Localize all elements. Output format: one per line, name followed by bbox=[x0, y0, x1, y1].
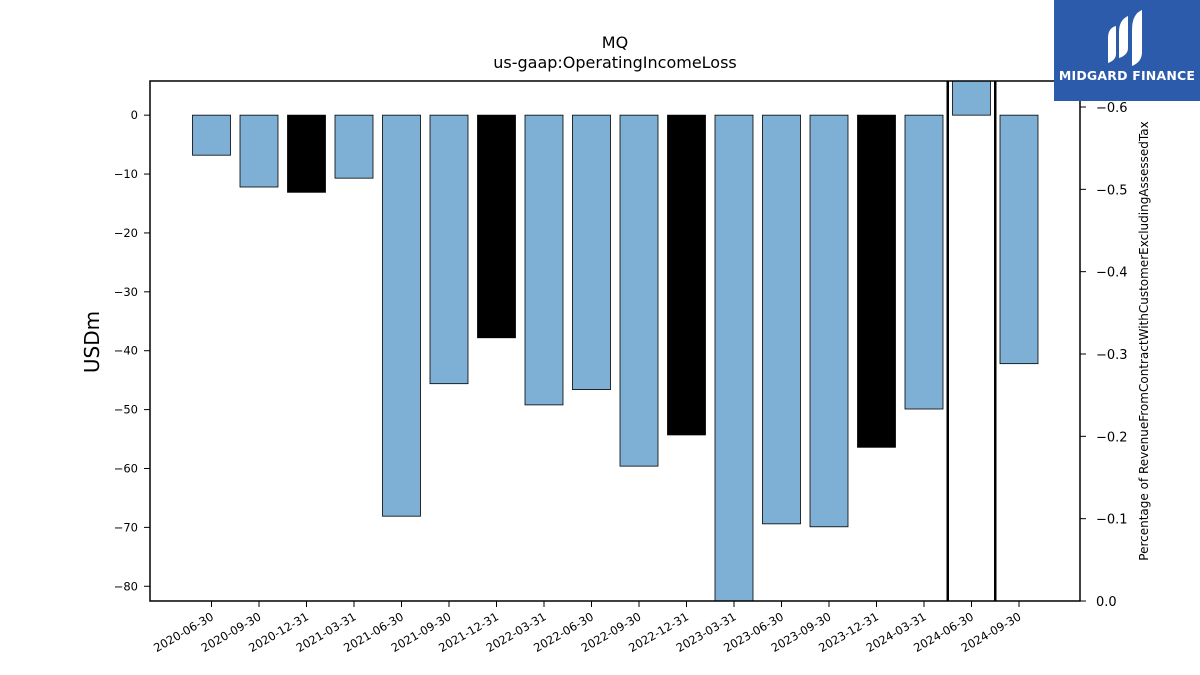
y2-tick-label: −0.5 bbox=[1096, 183, 1128, 198]
bar-2024-03-31 bbox=[904, 114, 944, 410]
y-tick-label: −60 bbox=[114, 461, 138, 475]
y-axis-label: USDm bbox=[80, 311, 104, 373]
bar-2022-09-30 bbox=[619, 114, 659, 467]
midgard-finance-logo: MIDGARD FINANCE bbox=[1054, 0, 1200, 101]
bar-2023-03-31 bbox=[714, 114, 754, 602]
y-tick-label: −30 bbox=[114, 285, 138, 299]
bar-2021-12-31 bbox=[477, 114, 516, 339]
y2-axis-label: Percentage of RevenueFromContractWithCus… bbox=[1137, 121, 1151, 560]
bar-2024-06-30 bbox=[952, 80, 991, 116]
plot-frame bbox=[149, 80, 1081, 602]
y-tick-label: 0 bbox=[131, 108, 138, 122]
bars-group bbox=[192, 80, 1039, 602]
bar-2020-06-30 bbox=[192, 114, 231, 156]
vertical-lines-group bbox=[946, 81, 997, 601]
y-tick-label: −70 bbox=[114, 520, 138, 534]
bar-2020-09-30 bbox=[239, 114, 279, 188]
bar-2023-09-30 bbox=[809, 114, 849, 528]
bar-2023-06-30 bbox=[762, 114, 801, 525]
bar-2021-03-31 bbox=[334, 114, 374, 179]
y-tick-label: −50 bbox=[114, 403, 138, 417]
midgard-logo-icon bbox=[1108, 10, 1142, 66]
bar-2024-09-30 bbox=[999, 114, 1039, 365]
bar-2020-12-31 bbox=[287, 114, 326, 193]
bar-2021-09-30 bbox=[429, 114, 469, 385]
bar-2022-12-31 bbox=[667, 114, 706, 436]
logo-text: MIDGARD FINANCE bbox=[1058, 68, 1196, 83]
y2-tick-label: −0.1 bbox=[1096, 513, 1128, 528]
y2-tick-label: 0.0 bbox=[1096, 595, 1117, 610]
y-tick-label: −20 bbox=[114, 226, 138, 240]
y2-tick-label: −0.4 bbox=[1096, 266, 1128, 281]
bar-2022-03-31 bbox=[524, 114, 564, 406]
y2-tick-label: −0.6 bbox=[1096, 101, 1128, 116]
y-tick-label: −80 bbox=[114, 579, 138, 593]
y-tick-label: −40 bbox=[114, 344, 138, 358]
bar-2023-12-31 bbox=[857, 114, 896, 448]
y2-ticks-group: 0.0 −0.1 −0.2 −0.3 −0.4 −0.5 −0.6 bbox=[1080, 101, 1128, 610]
chart-title: MQ bbox=[602, 33, 628, 52]
chart-subtitle: us-gaap:OperatingIncomeLoss bbox=[493, 53, 737, 72]
bar-2022-06-30 bbox=[572, 114, 611, 390]
y2-tick-label: −0.3 bbox=[1096, 348, 1128, 363]
bar-2021-06-30 bbox=[382, 114, 421, 517]
x-ticks-group: 2020-06-302020-09-302020-12-312021-03-31… bbox=[151, 601, 1024, 655]
y-tick-label: −10 bbox=[114, 167, 138, 181]
y2-tick-label: −0.2 bbox=[1096, 430, 1128, 445]
y-ticks-group: 0 −10 −20 −30 −40 −50 −60 −70 −80 bbox=[114, 108, 150, 593]
